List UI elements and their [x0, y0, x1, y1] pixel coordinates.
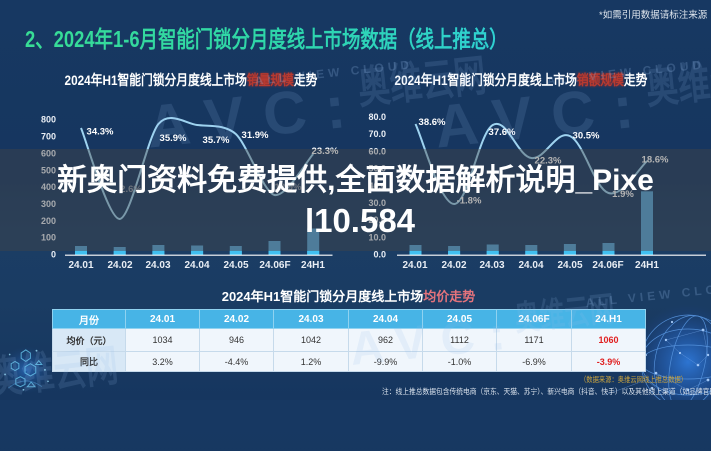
svg-text:34.3%: 34.3%: [87, 127, 114, 138]
svg-text:24.04: 24.04: [518, 260, 543, 271]
svg-text:0.0: 0.0: [373, 250, 386, 260]
svg-text:37.6%: 37.6%: [489, 127, 516, 138]
svg-text:24H1: 24H1: [301, 260, 325, 271]
svg-text:24.04: 24.04: [184, 260, 209, 271]
svg-text:600: 600: [41, 148, 56, 158]
svg-text:30.5%: 30.5%: [573, 131, 600, 142]
svg-text:-1.8%: -1.8%: [457, 196, 482, 207]
svg-text:70.0: 70.0: [368, 129, 386, 139]
svg-text:700: 700: [41, 132, 56, 142]
svg-text:35.7%: 35.7%: [203, 135, 230, 146]
svg-text:100: 100: [41, 233, 56, 243]
svg-text:22.3%: 22.3%: [535, 156, 562, 167]
svg-text:31.9%: 31.9%: [242, 130, 269, 141]
svg-text:24.01: 24.01: [68, 260, 93, 271]
svg-text:30.0: 30.0: [368, 198, 386, 208]
svg-text:2.6%: 2.6%: [120, 184, 142, 195]
svg-text:1.9%: 1.9%: [612, 189, 634, 200]
svg-text:35.9%: 35.9%: [160, 133, 187, 144]
svg-text:200: 200: [41, 216, 56, 226]
svg-text:18.6%: 18.6%: [642, 155, 669, 166]
svg-text:800: 800: [41, 115, 56, 125]
svg-text:10.0: 10.0: [368, 232, 386, 242]
svg-text:60.0: 60.0: [368, 146, 386, 156]
svg-text:24.02: 24.02: [441, 260, 466, 271]
svg-text:24.06F: 24.06F: [259, 260, 290, 271]
svg-text:50.0: 50.0: [368, 164, 386, 174]
svg-text:400: 400: [41, 182, 56, 192]
svg-text:12.9%: 12.9%: [275, 182, 302, 193]
svg-text:500: 500: [41, 165, 56, 175]
svg-text:80.0: 80.0: [368, 112, 386, 122]
svg-text:24.02: 24.02: [107, 260, 132, 271]
svg-text:23.3%: 23.3%: [312, 146, 339, 157]
svg-text:24.03: 24.03: [145, 260, 170, 271]
svg-text:24H1: 24H1: [635, 260, 659, 271]
svg-text:24.06F: 24.06F: [592, 260, 623, 271]
svg-text:24.05: 24.05: [557, 260, 582, 271]
svg-text:38.6%: 38.6%: [419, 117, 446, 128]
svg-text:300: 300: [41, 199, 56, 209]
svg-text:24.05: 24.05: [223, 260, 248, 271]
svg-text:24.03: 24.03: [479, 260, 504, 271]
svg-text:24.01: 24.01: [402, 260, 427, 271]
svg-text:0: 0: [51, 250, 56, 260]
svg-text:40.0: 40.0: [368, 181, 386, 191]
svg-text:20.0: 20.0: [368, 215, 386, 225]
